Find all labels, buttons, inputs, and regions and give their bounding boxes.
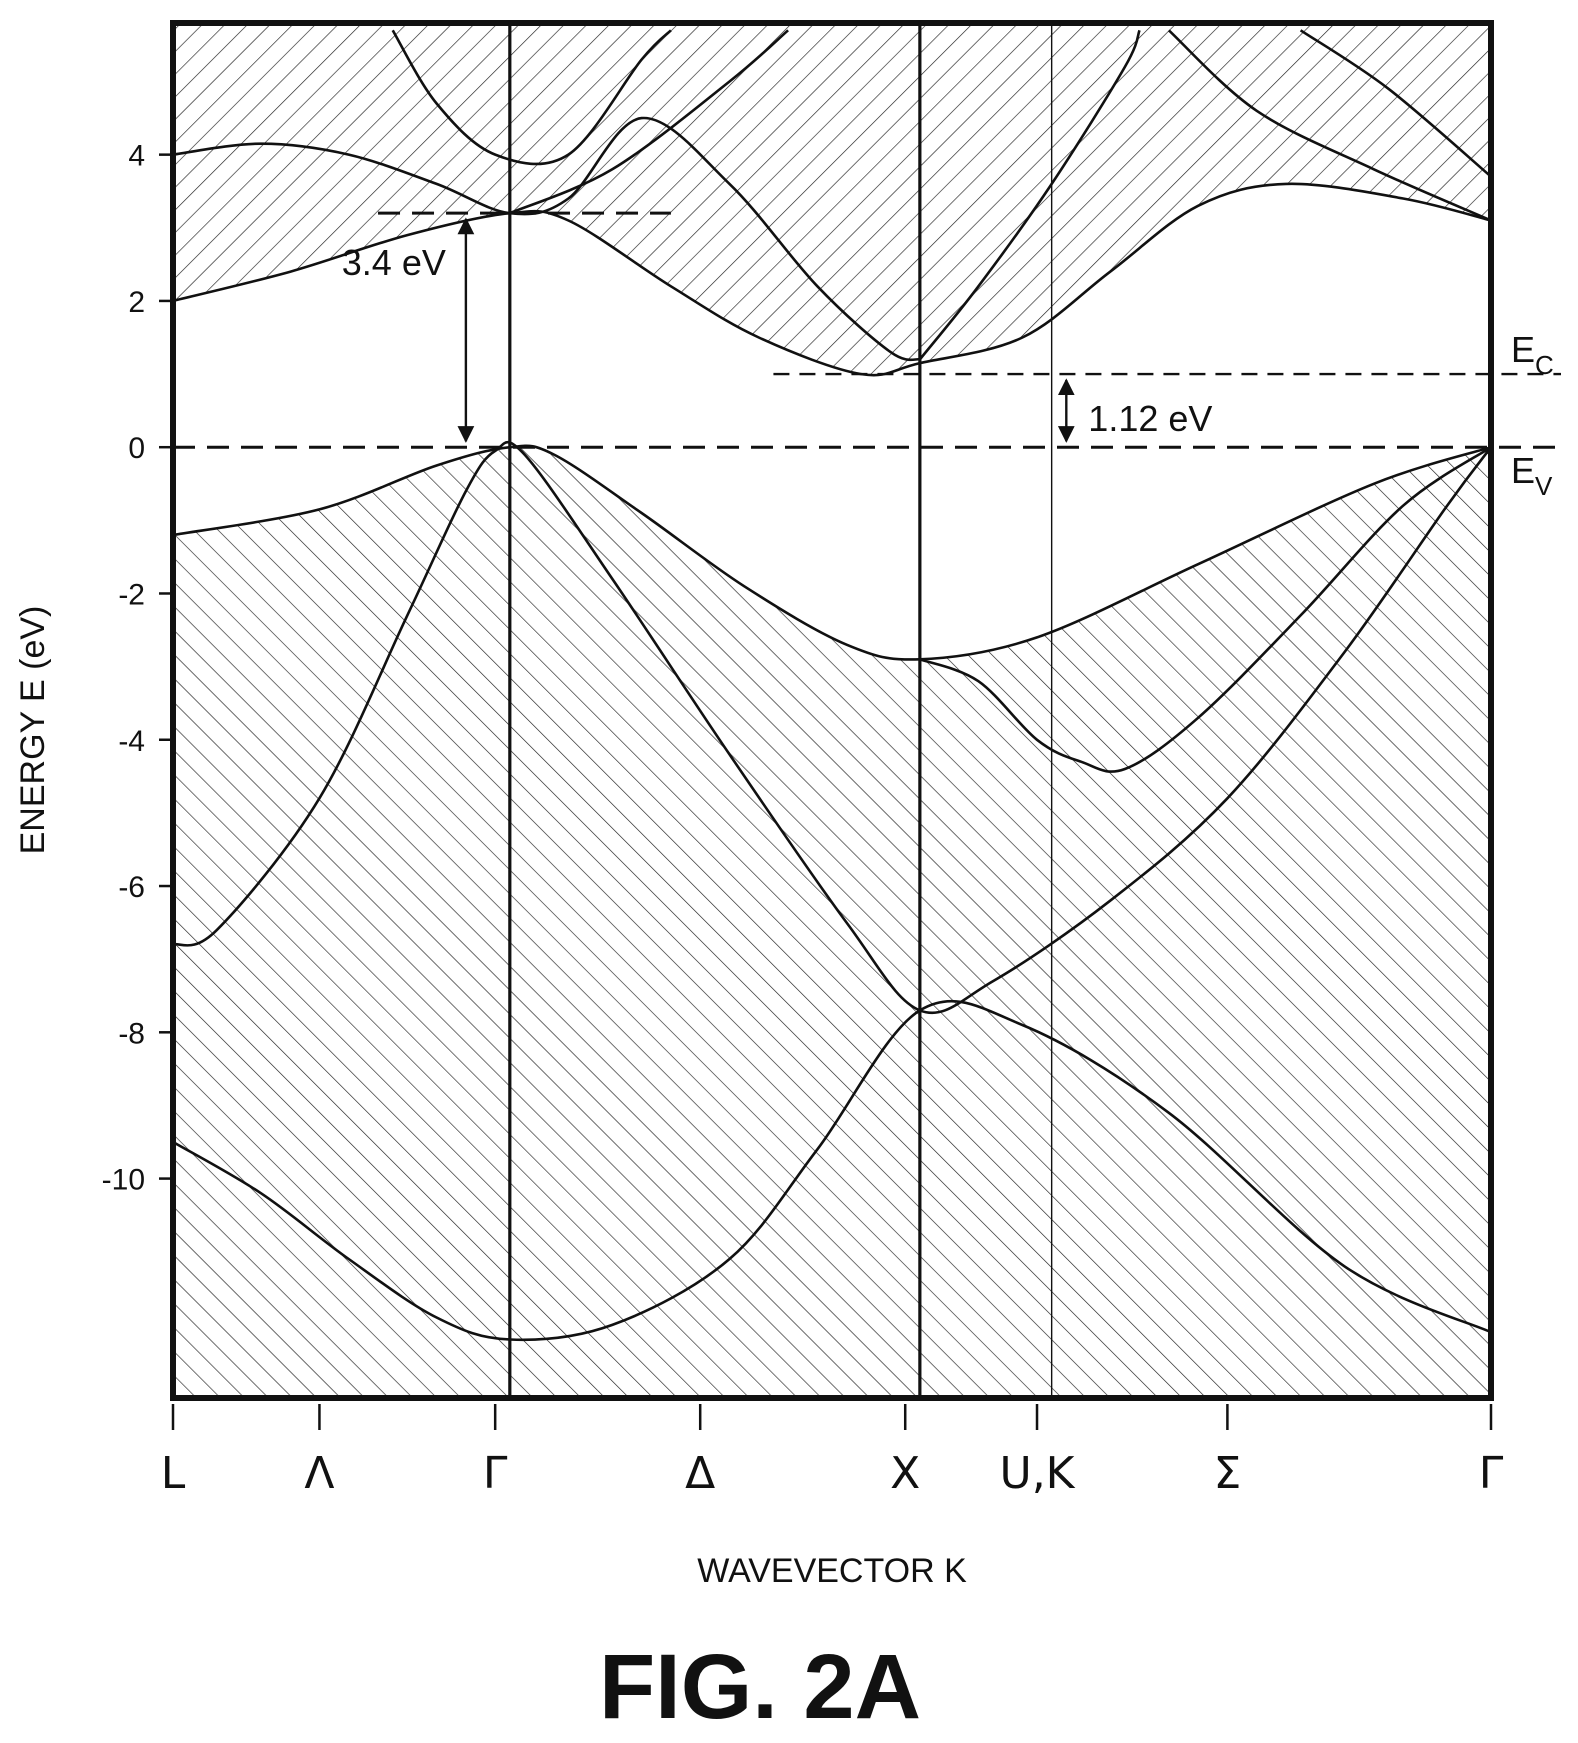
y-tick-label: -6 — [118, 871, 145, 904]
band-curve-3 — [173, 444, 1491, 661]
figure-title: FIG. 2A — [599, 1636, 921, 1738]
x-axis: L Λ Γ Δ X U,K Σ Γ — [161, 1404, 1504, 1499]
y-tick-label: 4 — [128, 140, 145, 173]
valence-band-hatch — [173, 445, 1491, 1398]
x-tick-label: U,K — [999, 1448, 1075, 1499]
reference-lines — [173, 211, 1561, 449]
ec-label: EC — [1511, 329, 1554, 380]
band-curve-6 — [173, 116, 921, 362]
x-tick-label: Λ — [304, 1448, 334, 1499]
y-tick-label: 2 — [128, 286, 145, 319]
band-curve-1 — [173, 999, 1491, 1342]
x-tick-label: L — [161, 1448, 186, 1499]
band-curve-2 — [173, 441, 1491, 1015]
band-curve-7 — [391, 29, 672, 166]
y-tick-label: -2 — [118, 578, 145, 611]
x-tick-label: X — [890, 1448, 920, 1499]
conduction-band-hatch — [173, 23, 1491, 376]
gap-label-indirect: 1.12 eV — [1088, 398, 1212, 439]
band-curve-10 — [1167, 29, 1491, 222]
plot-frame — [170, 20, 1494, 1401]
x-tick-label: Γ — [483, 1448, 508, 1499]
y-axis: 4 2 0 -2 -4 -6 -8 -10 — [102, 140, 173, 1197]
band-curve-8 — [509, 29, 789, 215]
y-tick-label: -4 — [118, 725, 145, 758]
y-axis-title: ENERGY E (eV) — [14, 606, 52, 855]
band-curves — [173, 29, 1491, 1342]
x-tick-label: Γ — [1479, 1448, 1504, 1499]
hatched-regions — [173, 23, 1491, 1398]
x-tick-label: Σ — [1213, 1448, 1241, 1499]
y-tick-label: 0 — [128, 432, 145, 465]
band-curve-4 — [919, 446, 1491, 773]
annotations: 3.4 eV 1.12 eV EC EV — [342, 217, 1554, 501]
symmetry-lines — [508, 23, 1053, 1398]
ev-label: EV — [1511, 450, 1553, 501]
y-tick-label: -10 — [102, 1164, 145, 1197]
y-tick-label: -8 — [118, 1017, 145, 1050]
x-axis-title: WAVEVECTOR K — [697, 1552, 967, 1590]
band-curve-9 — [918, 29, 1141, 361]
gap-label-gamma: 3.4 eV — [342, 242, 446, 283]
band-curve-11 — [1299, 29, 1491, 178]
x-tick-label: Δ — [685, 1448, 715, 1499]
